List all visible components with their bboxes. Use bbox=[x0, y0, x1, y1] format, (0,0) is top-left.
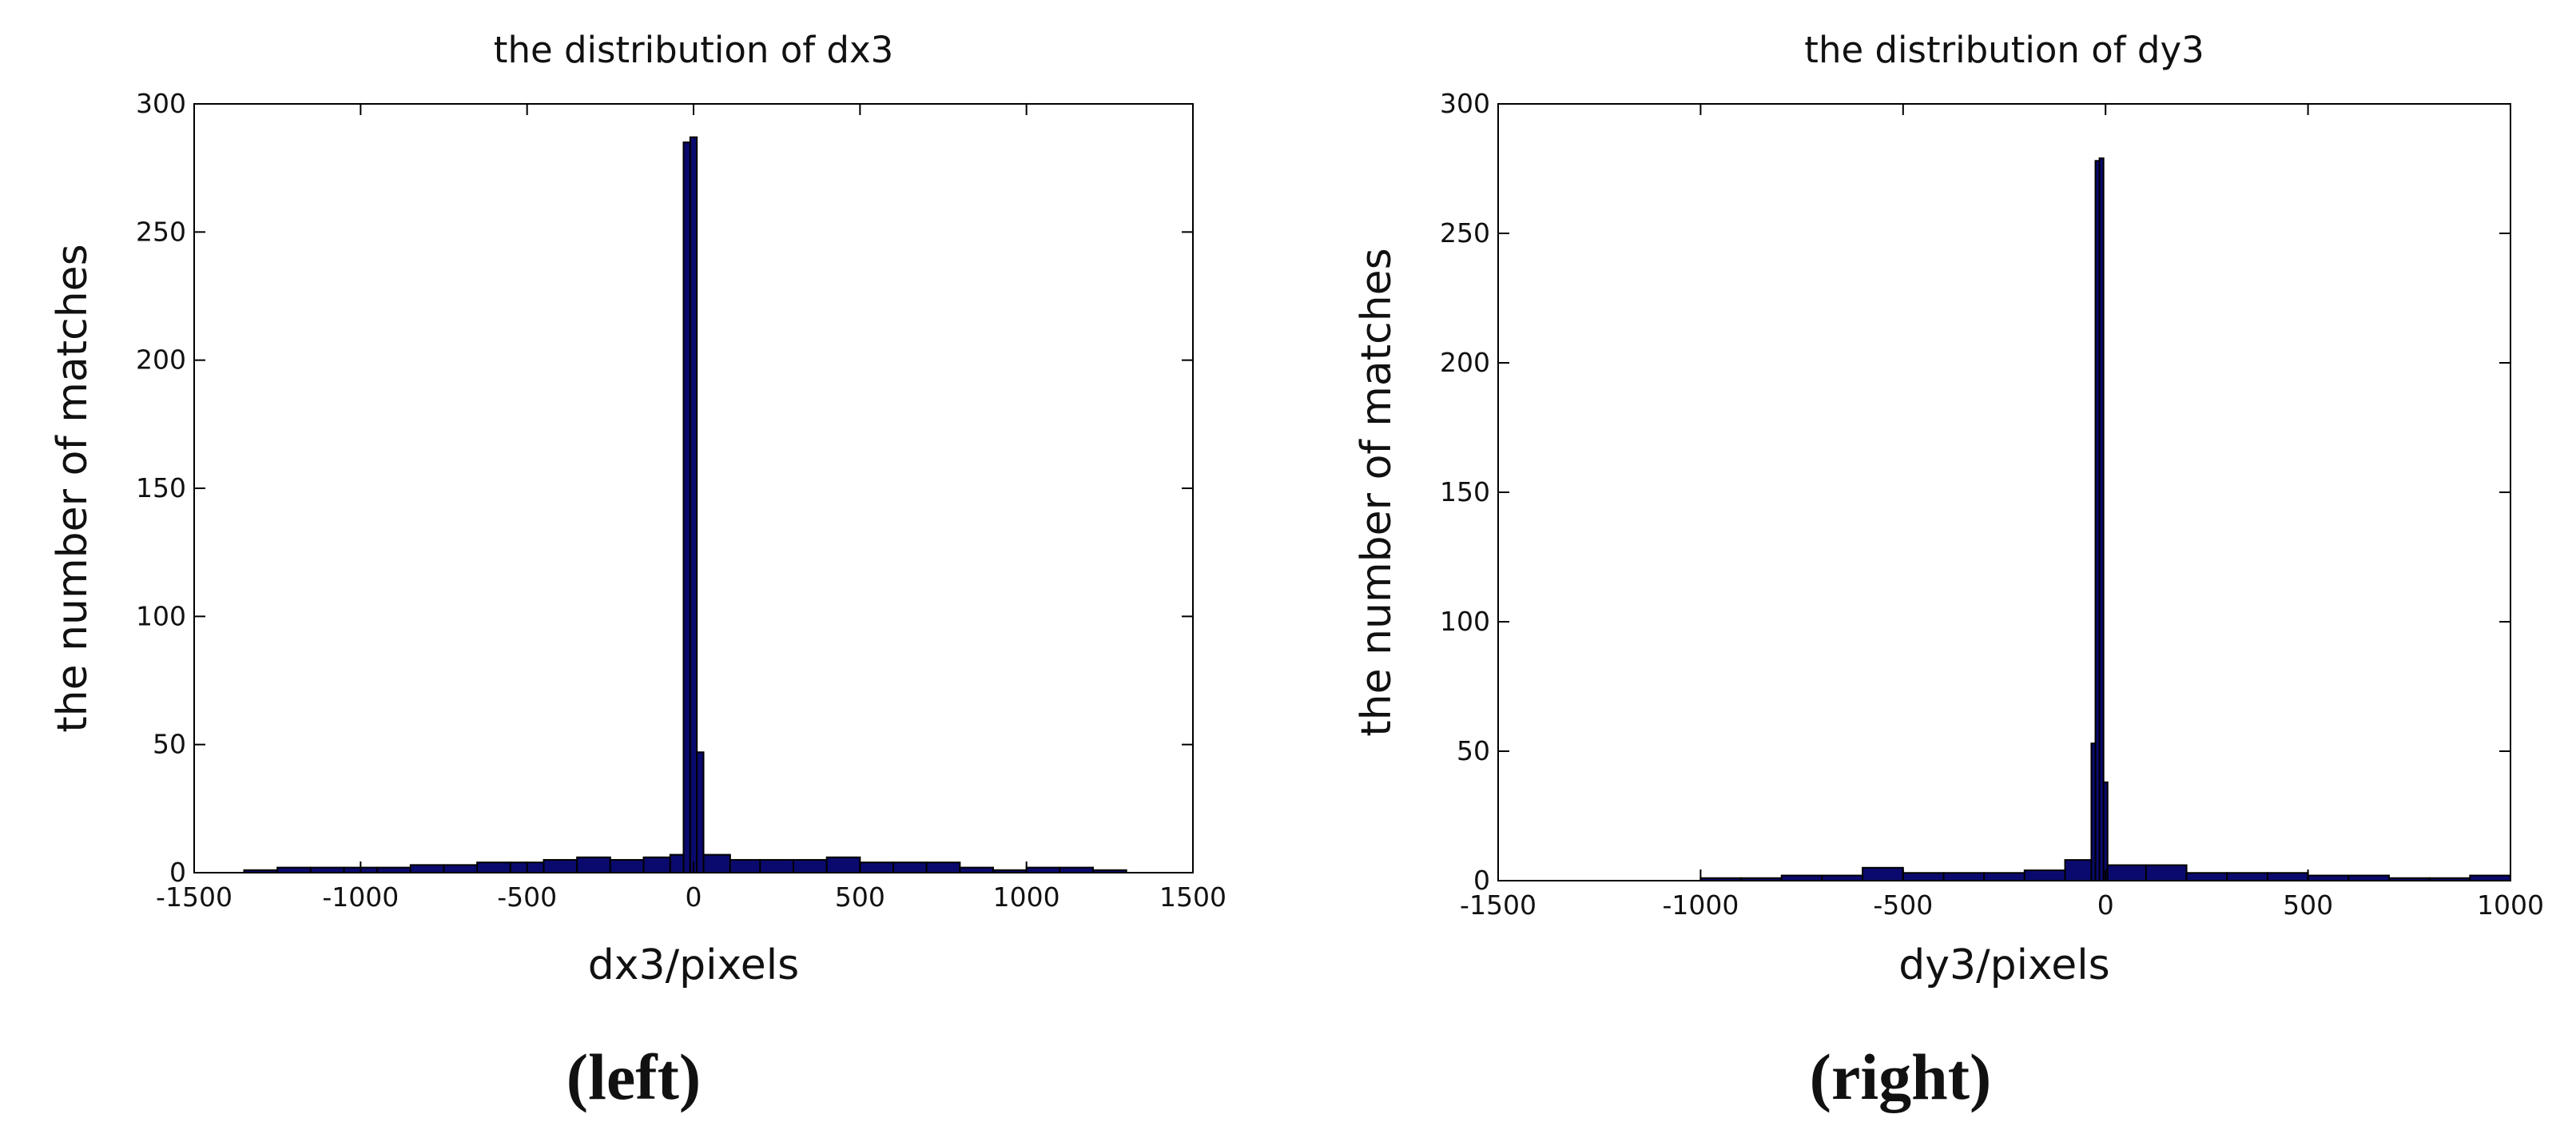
bar bbox=[2185, 872, 2228, 882]
bar bbox=[543, 858, 578, 874]
bar bbox=[476, 861, 511, 874]
bar bbox=[1902, 872, 1945, 882]
bar bbox=[682, 141, 691, 874]
caption: (left) bbox=[566, 1041, 701, 1113]
y-tick-label: 50 bbox=[1457, 735, 1490, 766]
x-tick-label: 1000 bbox=[2477, 889, 2544, 921]
bar bbox=[892, 861, 928, 874]
y-tick-label: 0 bbox=[1473, 865, 1490, 896]
chart-title: the distribution of dx3 bbox=[494, 29, 893, 71]
y-axis-label: the number of matches bbox=[49, 244, 97, 733]
y-tick-label: 200 bbox=[136, 344, 186, 376]
x-tick-label: 0 bbox=[2097, 889, 2114, 921]
bar bbox=[2145, 864, 2188, 882]
chart-title: the distribution of dy3 bbox=[1804, 29, 2204, 71]
bar bbox=[925, 861, 961, 874]
bar bbox=[609, 858, 645, 874]
x-axis-label: dy3/pixels bbox=[1898, 941, 2110, 989]
bar bbox=[669, 854, 685, 874]
bar bbox=[2106, 864, 2147, 882]
bar bbox=[2266, 872, 2309, 882]
y-tick-label: 250 bbox=[136, 216, 186, 247]
bar bbox=[793, 858, 828, 874]
y-tick-label: 100 bbox=[1440, 606, 1490, 637]
bar bbox=[1942, 872, 1986, 882]
bar bbox=[576, 856, 611, 874]
y-tick-label: 300 bbox=[1440, 88, 1490, 119]
x-tick-label: -500 bbox=[497, 881, 557, 913]
bar bbox=[825, 856, 861, 874]
bar bbox=[642, 856, 671, 874]
x-tick-label: -1500 bbox=[1460, 889, 1536, 921]
y-tick-label: 100 bbox=[136, 600, 186, 631]
x-tick-label: 0 bbox=[686, 881, 702, 913]
caption: (right) bbox=[1810, 1041, 1992, 1113]
bar bbox=[2098, 157, 2105, 882]
x-tick-label: 500 bbox=[2283, 889, 2333, 921]
x-tick-label: -500 bbox=[1873, 889, 1933, 921]
bar bbox=[729, 858, 761, 874]
bar bbox=[1983, 872, 2025, 882]
bar bbox=[443, 864, 479, 874]
plot-area bbox=[1498, 104, 2510, 881]
x-axis-label: dx3/pixels bbox=[588, 941, 800, 989]
bar bbox=[702, 854, 731, 874]
bar bbox=[689, 136, 698, 874]
y-axis-label: the number of matches bbox=[1353, 248, 1401, 737]
y-tick-label: 150 bbox=[136, 472, 186, 503]
y-tick-label: 200 bbox=[1440, 347, 1490, 378]
y-tick-label: 0 bbox=[169, 857, 186, 888]
x-tick-label: 500 bbox=[835, 881, 885, 913]
y-tick-label: 300 bbox=[136, 88, 186, 119]
y-tick-label: 150 bbox=[1440, 476, 1490, 507]
bar bbox=[2064, 859, 2093, 881]
bar bbox=[2226, 872, 2268, 882]
y-tick-label: 250 bbox=[1440, 217, 1490, 249]
bar bbox=[2023, 869, 2066, 882]
x-tick-label: 1000 bbox=[993, 881, 1060, 913]
bar bbox=[696, 751, 705, 874]
bar bbox=[409, 864, 445, 874]
x-tick-label: 1500 bbox=[1159, 881, 1226, 913]
x-tick-label: -1000 bbox=[322, 881, 399, 913]
bar bbox=[1862, 866, 1904, 882]
bar bbox=[759, 858, 794, 874]
x-tick-label: -1000 bbox=[1662, 889, 1739, 921]
x-tick-label: -1500 bbox=[156, 881, 233, 913]
y-tick-label: 50 bbox=[153, 729, 186, 760]
bar bbox=[859, 861, 895, 874]
